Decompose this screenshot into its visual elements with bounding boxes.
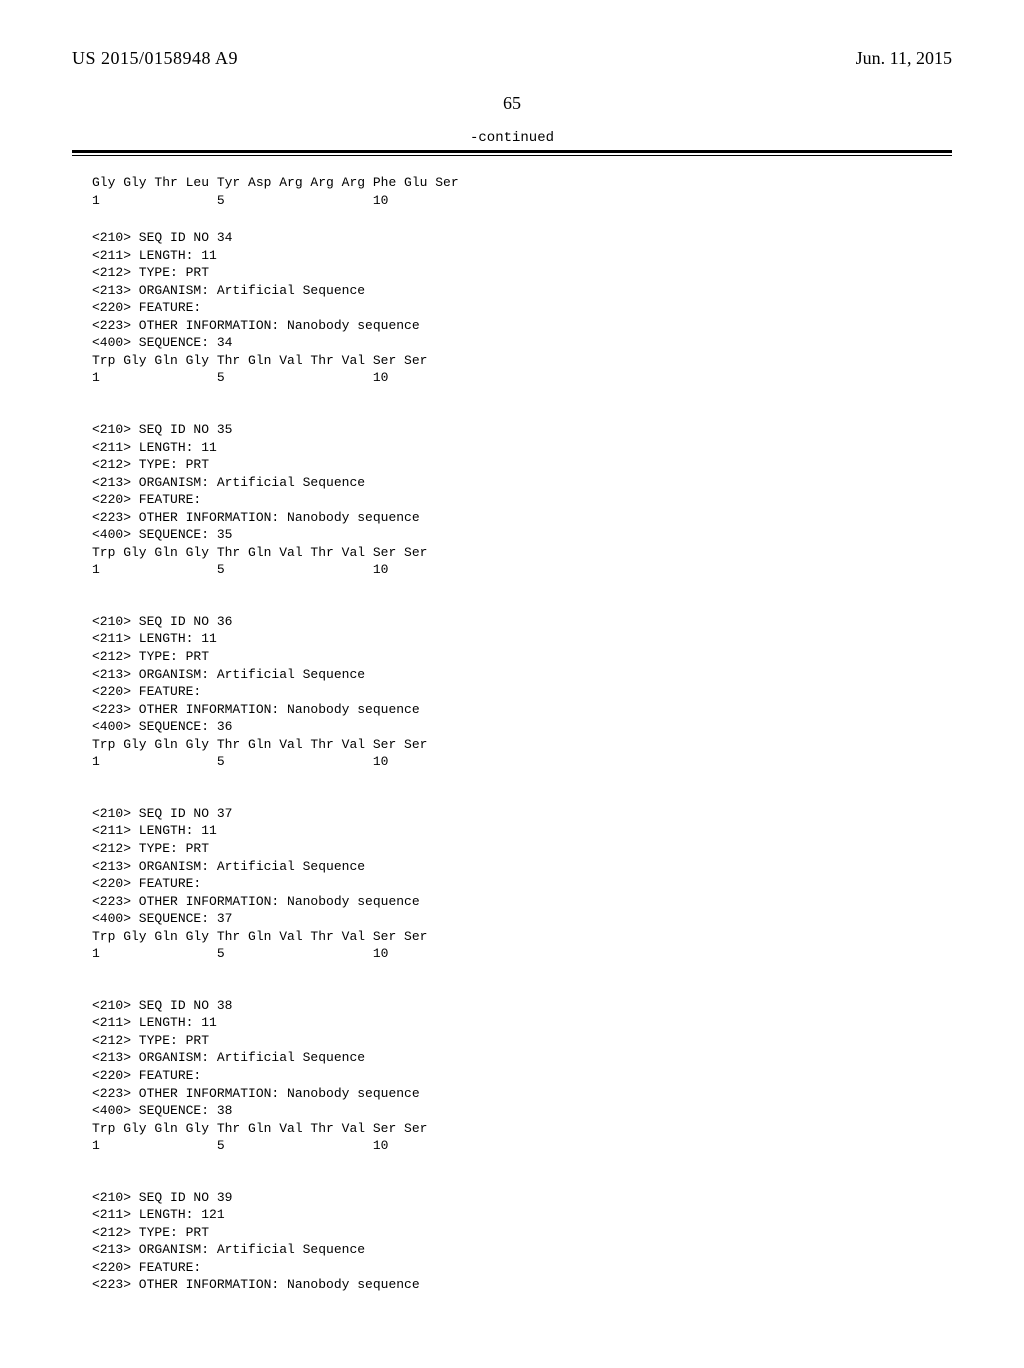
sequence-entry: <210> SEQ ID NO 36<211> LENGTH: 11<212> … xyxy=(72,613,952,771)
sequence-entry: <210> SEQ ID NO 37<211> LENGTH: 11<212> … xyxy=(72,805,952,963)
sequence-block-top: Gly Gly Thr Leu Tyr Asp Arg Arg Arg Phe … xyxy=(72,174,952,209)
sequence-entry: <210> SEQ ID NO 38<211> LENGTH: 11<212> … xyxy=(72,997,952,1155)
sequence-residues: Trp Gly Gln Gly Thr Gln Val Thr Val Ser … xyxy=(92,544,952,562)
sequence-meta-line: <211> LENGTH: 11 xyxy=(92,630,952,648)
sequence-meta-line: <220> FEATURE: xyxy=(92,491,952,509)
sequence-entry: <210> SEQ ID NO 39<211> LENGTH: 121<212>… xyxy=(72,1189,952,1294)
sequence-meta-line: <211> LENGTH: 11 xyxy=(92,439,952,457)
entry-spacer xyxy=(72,1314,952,1328)
sequence-meta-line: <210> SEQ ID NO 34 xyxy=(92,229,952,247)
sequence-residues: Trp Gly Gln Gly Thr Gln Val Thr Val Ser … xyxy=(92,1120,952,1138)
sequence-meta-line: <212> TYPE: PRT xyxy=(92,1032,952,1050)
entry-spacer xyxy=(72,407,952,421)
sequence-entries: <210> SEQ ID NO 34<211> LENGTH: 11<212> … xyxy=(72,229,952,1328)
rule-top-thin xyxy=(72,155,952,156)
entry-spacer xyxy=(72,791,952,805)
sequence-meta-line: <220> FEATURE: xyxy=(92,299,952,317)
header-row: US 2015/0158948 A9 Jun. 11, 2015 xyxy=(72,48,952,69)
sequence-residues: Trp Gly Gln Gly Thr Gln Val Thr Val Ser … xyxy=(92,352,952,370)
page-container: US 2015/0158948 A9 Jun. 11, 2015 65 -con… xyxy=(0,0,1024,1368)
sequence-meta-line: <223> OTHER INFORMATION: Nanobody sequen… xyxy=(92,893,952,911)
sequence-position-numbers: 1 5 10 xyxy=(92,1137,952,1155)
publication-date: Jun. 11, 2015 xyxy=(856,48,952,69)
sequence-400-label: <400> SEQUENCE: 36 xyxy=(92,718,952,736)
sequence-meta-line: <210> SEQ ID NO 39 xyxy=(92,1189,952,1207)
sequence-meta-line: <210> SEQ ID NO 35 xyxy=(92,421,952,439)
sequence-meta-line: <211> LENGTH: 11 xyxy=(92,1014,952,1032)
sequence-position-numbers: 1 5 10 xyxy=(92,753,952,771)
sequence-position-numbers: 1 5 10 xyxy=(92,561,952,579)
entry-spacer xyxy=(72,983,952,997)
sequence-entry: <210> SEQ ID NO 35<211> LENGTH: 11<212> … xyxy=(72,421,952,579)
sequence-400-label: <400> SEQUENCE: 34 xyxy=(92,334,952,352)
sequence-meta-line: <223> OTHER INFORMATION: Nanobody sequen… xyxy=(92,509,952,527)
entry-spacer xyxy=(72,599,952,613)
sequence-meta-line: <223> OTHER INFORMATION: Nanobody sequen… xyxy=(92,317,952,335)
sequence-meta-line: <223> OTHER INFORMATION: Nanobody sequen… xyxy=(92,701,952,719)
sequence-meta-line: <210> SEQ ID NO 38 xyxy=(92,997,952,1015)
publication-number: US 2015/0158948 A9 xyxy=(72,48,238,69)
sequence-position-numbers: 1 5 10 xyxy=(92,369,952,387)
page-number: 65 xyxy=(72,93,952,114)
sequence-meta-line: <212> TYPE: PRT xyxy=(92,456,952,474)
sequence-meta-line: <212> TYPE: PRT xyxy=(92,648,952,666)
sequence-400-label: <400> SEQUENCE: 37 xyxy=(92,910,952,928)
sequence-meta-line: <220> FEATURE: xyxy=(92,1259,952,1277)
sequence-residues: Trp Gly Gln Gly Thr Gln Val Thr Val Ser … xyxy=(92,736,952,754)
continued-label: -continued xyxy=(72,130,952,146)
sequence-meta-line: <213> ORGANISM: Artificial Sequence xyxy=(92,474,952,492)
sequence-meta-line: <220> FEATURE: xyxy=(92,1067,952,1085)
entry-spacer xyxy=(72,1175,952,1189)
sequence-meta-line: <213> ORGANISM: Artificial Sequence xyxy=(92,282,952,300)
sequence-400-label: <400> SEQUENCE: 38 xyxy=(92,1102,952,1120)
sequence-meta-line: <212> TYPE: PRT xyxy=(92,264,952,282)
sequence-meta-line: <212> TYPE: PRT xyxy=(92,840,952,858)
sequence-position-numbers: 1 5 10 xyxy=(92,945,952,963)
sequence-meta-line: <211> LENGTH: 11 xyxy=(92,247,952,265)
sequence-meta-line: <213> ORGANISM: Artificial Sequence xyxy=(92,858,952,876)
sequence-meta-line: <211> LENGTH: 11 xyxy=(92,822,952,840)
sequence-residues: Gly Gly Thr Leu Tyr Asp Arg Arg Arg Phe … xyxy=(92,174,952,192)
sequence-meta-line: <220> FEATURE: xyxy=(92,875,952,893)
sequence-meta-line: <213> ORGANISM: Artificial Sequence xyxy=(92,666,952,684)
sequence-meta-line: <220> FEATURE: xyxy=(92,683,952,701)
sequence-meta-line: <223> OTHER INFORMATION: Nanobody sequen… xyxy=(92,1276,952,1294)
sequence-meta-line: <213> ORGANISM: Artificial Sequence xyxy=(92,1241,952,1259)
sequence-meta-line: <210> SEQ ID NO 37 xyxy=(92,805,952,823)
sequence-entry: <210> SEQ ID NO 34<211> LENGTH: 11<212> … xyxy=(72,229,952,387)
sequence-meta-line: <213> ORGANISM: Artificial Sequence xyxy=(92,1049,952,1067)
sequence-meta-line: <211> LENGTH: 121 xyxy=(92,1206,952,1224)
sequence-meta-line: <210> SEQ ID NO 36 xyxy=(92,613,952,631)
sequence-meta-line: <212> TYPE: PRT xyxy=(92,1224,952,1242)
rule-top-thick xyxy=(72,150,952,153)
sequence-residues: Trp Gly Gln Gly Thr Gln Val Thr Val Ser … xyxy=(92,928,952,946)
sequence-meta-line: <223> OTHER INFORMATION: Nanobody sequen… xyxy=(92,1085,952,1103)
sequence-position-numbers: 1 5 10 xyxy=(92,192,952,210)
sequence-400-label: <400> SEQUENCE: 35 xyxy=(92,526,952,544)
